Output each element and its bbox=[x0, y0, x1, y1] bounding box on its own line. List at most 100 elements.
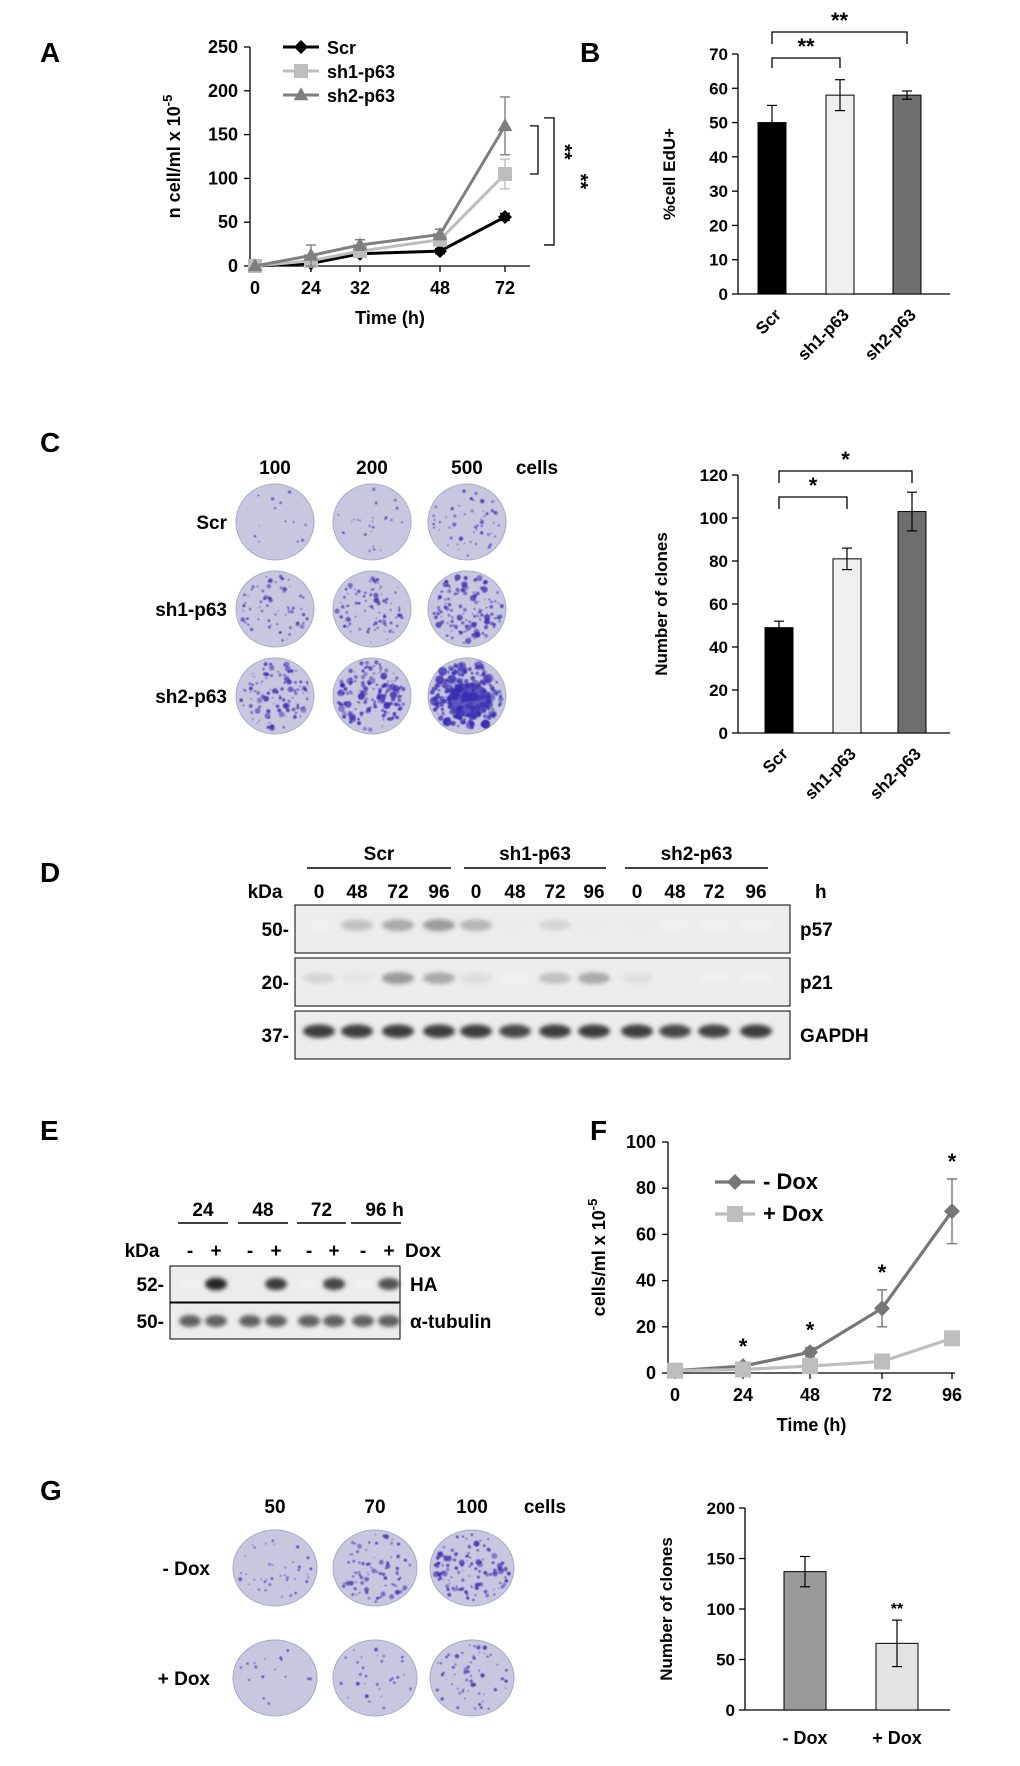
colony bbox=[483, 598, 486, 601]
colony bbox=[256, 722, 258, 724]
colony bbox=[487, 707, 490, 711]
colony bbox=[385, 1563, 391, 1569]
colony bbox=[473, 614, 477, 618]
colony bbox=[350, 692, 353, 695]
band bbox=[659, 920, 691, 931]
colony bbox=[302, 596, 305, 599]
colony bbox=[338, 702, 343, 706]
colony bbox=[467, 1544, 472, 1549]
x-axis-title: Time (h) bbox=[777, 1415, 847, 1435]
colony bbox=[380, 702, 383, 704]
timepoint-label-96: 96 bbox=[365, 1200, 386, 1221]
colony bbox=[480, 722, 484, 725]
colony bbox=[446, 1567, 450, 1571]
colony bbox=[447, 544, 449, 547]
colony bbox=[274, 507, 277, 510]
band bbox=[740, 920, 772, 931]
colony bbox=[491, 1552, 498, 1559]
dox-lane-label: - bbox=[360, 1241, 366, 1262]
colony bbox=[466, 1669, 470, 1674]
colony bbox=[354, 680, 357, 683]
colony bbox=[456, 680, 459, 683]
colony bbox=[474, 662, 477, 665]
colony bbox=[401, 686, 406, 692]
colony bbox=[353, 518, 355, 521]
colony bbox=[469, 497, 473, 501]
colony bbox=[283, 681, 286, 684]
bar-sh1-p63 bbox=[825, 94, 855, 295]
colony bbox=[399, 1590, 403, 1594]
colony bbox=[447, 665, 454, 671]
colony bbox=[490, 600, 493, 604]
colony bbox=[255, 682, 259, 685]
colony bbox=[353, 1649, 355, 1651]
colony bbox=[446, 621, 449, 625]
colony bbox=[478, 1669, 481, 1672]
colony bbox=[275, 704, 280, 708]
colony bbox=[358, 627, 362, 631]
colony bbox=[458, 689, 462, 693]
colony bbox=[471, 613, 474, 615]
colony bbox=[345, 691, 350, 695]
colony bbox=[440, 620, 445, 625]
y-tick-label: 0 bbox=[646, 1363, 656, 1383]
colony bbox=[288, 633, 292, 636]
colony bbox=[244, 689, 247, 692]
colony bbox=[457, 679, 459, 682]
colony bbox=[334, 608, 340, 614]
data-point-Scr bbox=[498, 209, 512, 224]
colony bbox=[296, 706, 300, 710]
colony bbox=[435, 1688, 439, 1692]
colony bbox=[302, 692, 305, 695]
colony bbox=[490, 532, 492, 534]
colony bbox=[397, 698, 402, 703]
x-tick-label: 96 bbox=[942, 1385, 962, 1405]
colony bbox=[450, 1548, 454, 1552]
colony bbox=[308, 1677, 312, 1681]
colony bbox=[444, 695, 447, 698]
colony bbox=[342, 531, 345, 535]
panel-f-line-chart: 0 20 40 60 80 100 0 24 48 72 96 Time (h) cells/ml x … bbox=[585, 1132, 962, 1435]
colony bbox=[267, 625, 271, 629]
colony bbox=[364, 697, 368, 701]
colony bbox=[500, 693, 502, 695]
colonies bbox=[337, 487, 403, 553]
colony bbox=[471, 1586, 473, 1589]
colony bbox=[437, 688, 441, 692]
colony bbox=[247, 595, 249, 597]
colony bbox=[394, 591, 397, 594]
colony bbox=[480, 1673, 485, 1678]
colony bbox=[497, 689, 502, 694]
colony-well bbox=[427, 570, 507, 648]
colony bbox=[249, 691, 252, 694]
colony bbox=[278, 574, 283, 579]
colony bbox=[443, 717, 446, 720]
colony bbox=[440, 1673, 444, 1677]
colony bbox=[483, 514, 486, 518]
colony bbox=[364, 1694, 369, 1699]
colony bbox=[284, 703, 291, 709]
colony bbox=[446, 1563, 450, 1568]
colony bbox=[360, 1656, 363, 1659]
lane-unit: h bbox=[815, 882, 827, 903]
colony bbox=[482, 713, 488, 719]
colony bbox=[296, 1545, 300, 1549]
colony bbox=[299, 680, 303, 684]
colony bbox=[473, 636, 476, 640]
colony bbox=[391, 696, 394, 699]
colony bbox=[460, 700, 463, 703]
colony bbox=[377, 698, 382, 703]
colony bbox=[475, 671, 480, 676]
colony bbox=[363, 672, 368, 677]
colony bbox=[463, 1670, 467, 1675]
significance-star: * bbox=[948, 1149, 957, 1174]
colony bbox=[474, 1567, 478, 1571]
colony bbox=[363, 686, 369, 692]
colony bbox=[396, 1542, 401, 1546]
colony bbox=[372, 687, 375, 691]
colony bbox=[397, 694, 401, 699]
colony bbox=[339, 679, 344, 684]
colony bbox=[306, 691, 308, 693]
well-plate bbox=[332, 1639, 418, 1717]
colony bbox=[268, 578, 273, 583]
